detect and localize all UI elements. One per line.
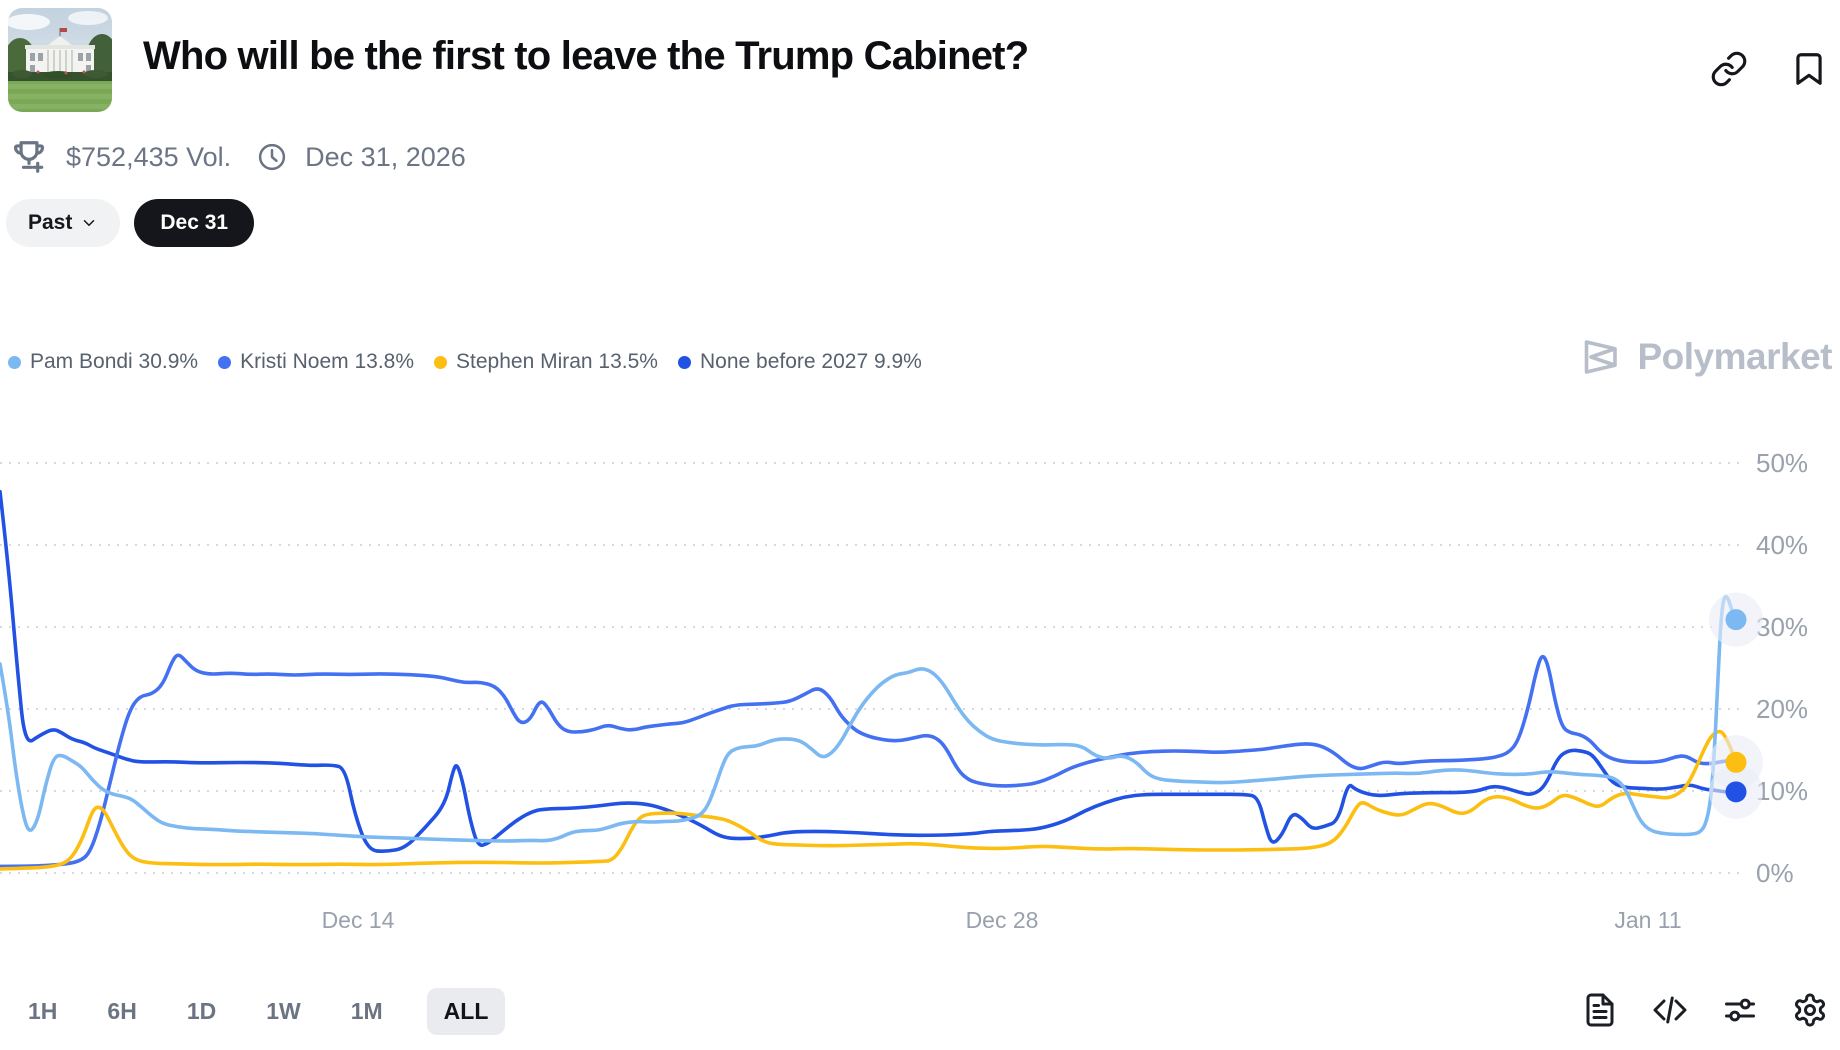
series-line-stephen-miran bbox=[0, 729, 1738, 871]
white-house-image bbox=[8, 8, 112, 112]
timeframe-selector: 1H 6H 1D 1W 1M ALL bbox=[22, 988, 506, 1035]
series-line-kristi-noem bbox=[0, 653, 1738, 869]
chart-settings-icon[interactable] bbox=[1722, 992, 1758, 1028]
y-tick-10%: 10% bbox=[1756, 776, 1808, 806]
legend-label: Stephen Miran 13.5% bbox=[456, 350, 658, 373]
embed-code-icon[interactable] bbox=[1652, 992, 1688, 1028]
timeframe-1d[interactable]: 1D bbox=[186, 998, 217, 1024]
past-dropdown[interactable]: Past bbox=[6, 199, 121, 247]
y-tick-30%: 30% bbox=[1756, 612, 1808, 642]
bookmark-icon[interactable] bbox=[1790, 50, 1828, 88]
clock-icon bbox=[257, 142, 287, 172]
polymarket-wordmark: Polymarket bbox=[1637, 336, 1833, 377]
y-tick-0%: 0% bbox=[1756, 858, 1794, 888]
legend-dot bbox=[8, 355, 21, 369]
y-tick-20%: 20% bbox=[1756, 694, 1808, 724]
legend-dot bbox=[677, 355, 691, 369]
end-dot-pam-bondi bbox=[1725, 609, 1747, 631]
market-stats: $752,435 Vol. Dec 31, 2026 bbox=[10, 138, 466, 176]
copy-link-icon[interactable] bbox=[1710, 50, 1748, 88]
volume-text: $752,435 Vol. bbox=[66, 141, 232, 172]
legend-label: Pam Bondi 30.9% bbox=[30, 350, 199, 373]
end-date-text: Dec 31, 2026 bbox=[305, 141, 466, 172]
legend-label: Kristi Noem 13.8% bbox=[240, 350, 415, 373]
polymarket-watermark: Polymarket bbox=[1576, 333, 1833, 381]
price-chart[interactable]: 0% 10% 20% 30% 40% 50% Dec 14 Dec 28 Jan 11 bbox=[0, 430, 1840, 950]
timeframe-1w[interactable]: 1W bbox=[266, 998, 301, 1024]
x-tick-dec-14: Dec 14 bbox=[322, 907, 395, 933]
legend-dot bbox=[434, 355, 448, 369]
date-pill[interactable]: Dec 31 bbox=[134, 199, 255, 247]
order-book-icon[interactable] bbox=[1582, 992, 1618, 1028]
chart-legend: Pam Bondi 30.9% Kristi Noem 13.8% Stephen … bbox=[8, 350, 922, 374]
legend-label: None before 2027 9.9% bbox=[699, 350, 922, 373]
end-dot-stephen-miran bbox=[1725, 751, 1747, 773]
past-dropdown-label: Past bbox=[28, 211, 73, 234]
chevron-down-icon bbox=[80, 214, 98, 232]
legend-item-kristi-noem[interactable]: Kristi Noem 13.8% bbox=[218, 350, 414, 374]
date-pill-label: Dec 31 bbox=[160, 211, 229, 234]
end-dot-none-before-2027 bbox=[1725, 781, 1747, 803]
timeframe-all[interactable]: ALL bbox=[426, 988, 506, 1035]
y-tick-40%: 40% bbox=[1756, 530, 1808, 560]
timeframe-1h[interactable]: 1H bbox=[28, 998, 58, 1024]
legend-item-stephen-miran[interactable]: Stephen Miran 13.5% bbox=[434, 350, 658, 374]
trophy-plus-icon bbox=[10, 138, 48, 176]
polymarket-logo-icon bbox=[1576, 333, 1624, 381]
series-line-pam-bondi bbox=[0, 594, 1738, 843]
legend-item-none-before-2027[interactable]: None before 2027 9.9% bbox=[677, 350, 922, 374]
x-tick-jan-11: Jan 11 bbox=[1614, 907, 1681, 933]
legend-dot bbox=[218, 355, 232, 369]
timeframe-1m[interactable]: 1M bbox=[350, 998, 383, 1024]
timeframe-6h[interactable]: 6H bbox=[107, 998, 137, 1024]
gear-icon[interactable] bbox=[1792, 992, 1828, 1028]
y-tick-50%: 50% bbox=[1756, 448, 1808, 478]
page-title: Who will be the first to leave the Trump… bbox=[143, 34, 1029, 78]
market-thumbnail bbox=[8, 8, 112, 112]
series-line-none-before-2027 bbox=[0, 489, 1738, 853]
legend-item-pam-bondi[interactable]: Pam Bondi 30.9% bbox=[8, 350, 198, 374]
x-tick-dec-28: Dec 28 bbox=[966, 907, 1039, 933]
